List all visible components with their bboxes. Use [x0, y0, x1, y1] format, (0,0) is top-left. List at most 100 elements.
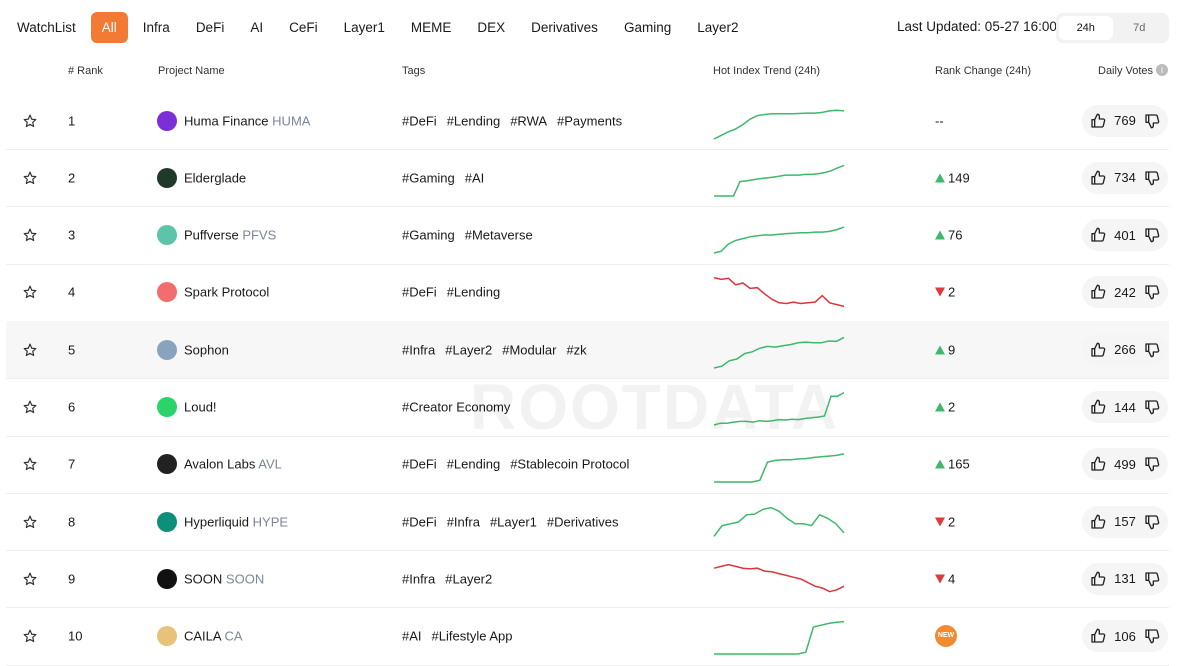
tab[interactable]: All	[90, 12, 128, 43]
downvote-button[interactable]	[1144, 571, 1160, 587]
tab[interactable]: Derivatives	[531, 20, 598, 35]
project[interactable]: Hyperliquid HYPE	[184, 514, 288, 529]
tag[interactable]: #Gaming	[402, 170, 455, 186]
tag[interactable]: #Stablecoin Protocol	[510, 456, 630, 472]
upvote-button[interactable]	[1090, 399, 1106, 415]
tag[interactable]: #Modular	[502, 342, 557, 358]
period-option[interactable]: 7d	[1133, 22, 1146, 34]
tag[interactable]: #Lending	[446, 456, 501, 472]
rank-change: 2	[935, 285, 955, 300]
tag[interactable]: #AI	[464, 170, 485, 186]
tag[interactable]: #Lending	[446, 284, 501, 300]
downvote-button[interactable]	[1144, 170, 1160, 186]
upvote-button[interactable]	[1090, 628, 1106, 644]
tag[interactable]: #Derivatives	[546, 514, 619, 530]
upvote-button[interactable]	[1090, 571, 1106, 587]
votes: 266	[1082, 333, 1168, 366]
project[interactable]: Avalon Labs AVL	[184, 457, 282, 472]
project[interactable]: Sophon	[184, 342, 229, 357]
upvote-button[interactable]	[1090, 284, 1106, 300]
star-button[interactable]	[23, 114, 37, 128]
tab[interactable]: DEX	[477, 20, 506, 35]
tab[interactable]: DeFi	[195, 20, 225, 35]
downvote-button[interactable]	[1144, 399, 1160, 415]
tag[interactable]: #Infra	[402, 342, 436, 358]
project-name: Hyperliquid	[184, 514, 250, 530]
rank: 1	[68, 113, 76, 128]
upvote-button[interactable]	[1090, 113, 1106, 129]
tag[interactable]: #Lifestyle App	[431, 628, 513, 644]
tag[interactable]: #Layer2	[445, 571, 493, 587]
new-badge: NEW	[935, 625, 957, 648]
project[interactable]: Loud!	[184, 400, 217, 415]
tab[interactable]: Layer1	[343, 20, 385, 35]
tag[interactable]: #RWA	[510, 113, 548, 128]
star-button[interactable]	[23, 572, 37, 586]
tab[interactable]: Gaming	[623, 20, 672, 35]
upvote-button[interactable]	[1090, 170, 1106, 186]
tag[interactable]: #DeFi	[402, 284, 437, 300]
downvote-button[interactable]	[1144, 284, 1160, 300]
sparkline	[714, 453, 845, 484]
tag[interactable]: #Creator Economy	[402, 399, 511, 415]
star-button[interactable]	[23, 171, 37, 185]
rank-change: 165	[935, 457, 970, 472]
project[interactable]: Puffverse PFVS	[184, 228, 276, 243]
tab[interactable]: AI	[250, 20, 264, 35]
star-button[interactable]	[23, 457, 37, 471]
project[interactable]: Spark Protocol	[184, 285, 269, 300]
project[interactable]: Elderglade	[184, 170, 246, 185]
tag[interactable]: #Payments	[557, 113, 623, 128]
tag[interactable]: #DeFi	[402, 514, 437, 530]
trend-line	[713, 226, 845, 254]
project[interactable]: CAILA CA	[184, 629, 243, 644]
tag[interactable]: #Gaming	[402, 227, 455, 243]
upvote-button[interactable]	[1090, 227, 1106, 243]
rank-change: 2	[935, 514, 955, 529]
table-row: 4 Spark Protocol #DeFi #Lending 2 242	[6, 264, 1169, 322]
tags: #Infra #Layer2 #Modular #zk	[402, 342, 597, 357]
tab[interactable]: Infra	[142, 20, 170, 35]
tag[interactable]: #Lending	[446, 113, 501, 128]
project[interactable]: SOON SOON	[184, 571, 264, 586]
downvote-button[interactable]	[1144, 628, 1160, 644]
rank-change-arrow	[935, 287, 945, 297]
tab[interactable]: MEME	[410, 20, 452, 35]
star-button[interactable]	[23, 515, 37, 529]
tag[interactable]: #Layer1	[489, 514, 537, 530]
rank-change-value: 2	[948, 399, 956, 415]
upvote-button[interactable]	[1090, 514, 1106, 530]
tag[interactable]: #Infra	[402, 571, 436, 587]
project-symbol: SOON	[225, 571, 265, 587]
tag[interactable]: #DeFi	[402, 456, 437, 472]
tag[interactable]: #DeFi	[402, 113, 437, 128]
downvote-button[interactable]	[1144, 113, 1160, 129]
tag[interactable]: #AI	[402, 628, 422, 644]
period-option[interactable]: 24h	[1059, 16, 1113, 40]
tag[interactable]: #Infra	[446, 514, 480, 530]
tag[interactable]: #Layer2	[445, 342, 493, 358]
downvote-button[interactable]	[1144, 456, 1160, 472]
tab[interactable]: CeFi	[289, 20, 318, 35]
sparkline	[713, 391, 845, 426]
star-button[interactable]	[23, 629, 37, 643]
downvote-button[interactable]	[1144, 514, 1160, 530]
tags: #DeFi #Infra #Layer1 #Derivatives	[402, 514, 628, 529]
downvote-button[interactable]	[1144, 227, 1160, 243]
star-button[interactable]	[23, 228, 37, 242]
project[interactable]: Huma Finance HUMA	[184, 113, 310, 128]
tag[interactable]: #Metaverse	[464, 227, 533, 243]
downvote-button[interactable]	[1144, 342, 1160, 358]
tag[interactable]: #zk	[566, 342, 587, 358]
upvote-button[interactable]	[1090, 456, 1106, 472]
project-icon	[157, 397, 177, 417]
upvote-button[interactable]	[1090, 342, 1106, 358]
tab[interactable]: Layer2	[697, 20, 739, 35]
star-button[interactable]	[23, 343, 37, 357]
star-button[interactable]	[23, 285, 37, 299]
rank-change: --	[935, 113, 944, 128]
tab[interactable]: WatchList	[17, 20, 76, 35]
project-name: Sophon	[184, 342, 229, 358]
star-button[interactable]	[23, 400, 37, 414]
info-icon: i	[1156, 64, 1168, 76]
